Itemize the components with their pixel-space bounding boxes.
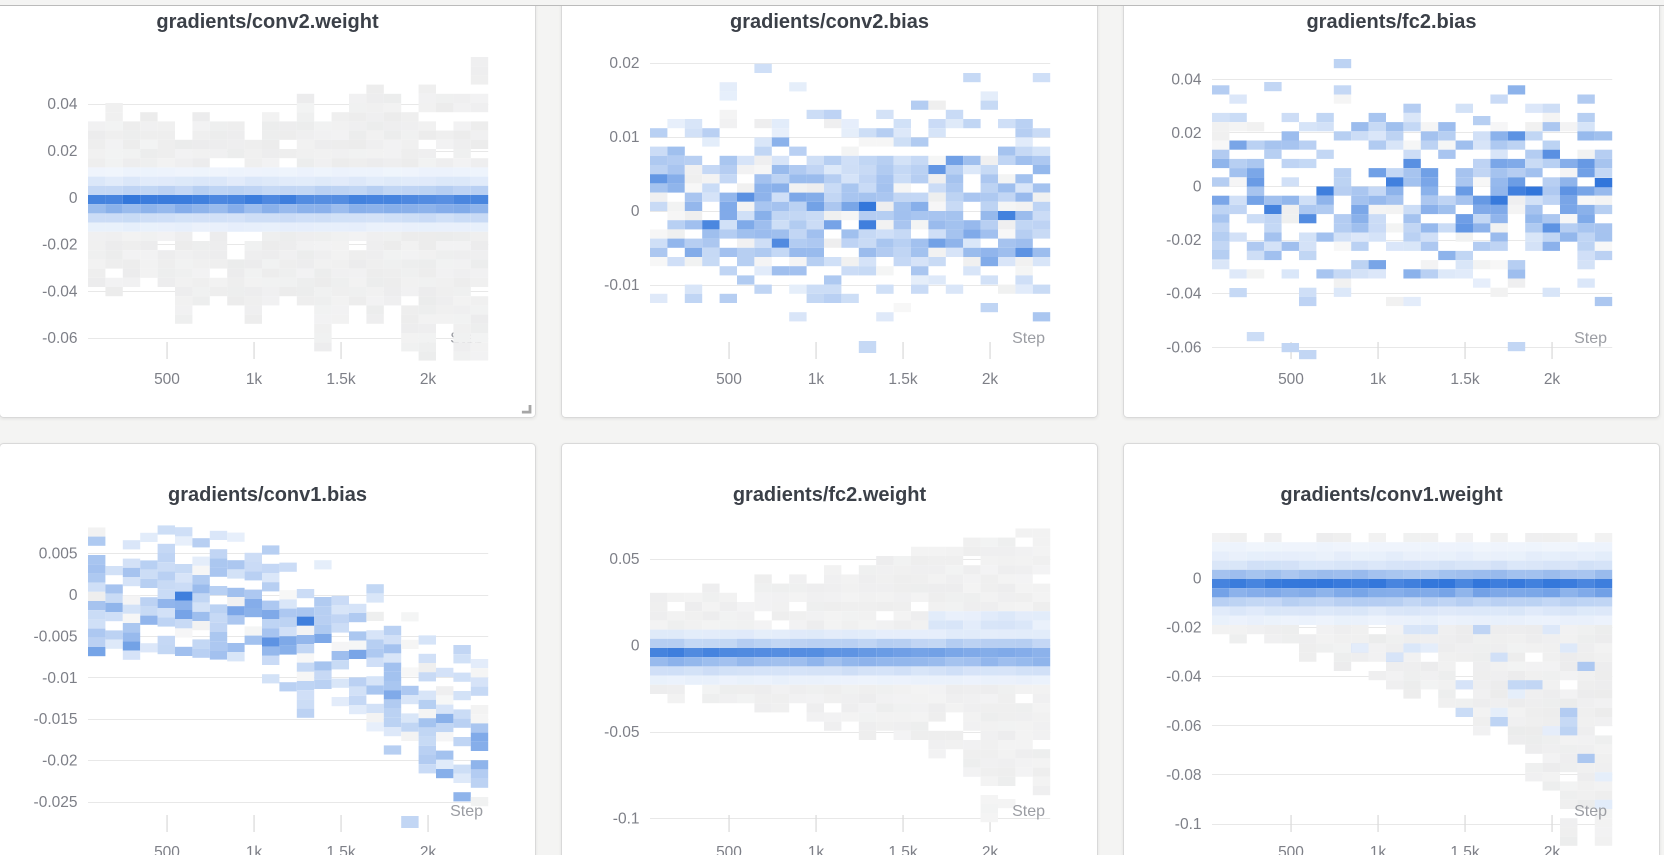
svg-text:1.5k: 1.5k	[326, 844, 356, 855]
svg-text:-0.06: -0.06	[1166, 718, 1201, 735]
svg-text:-0.1: -0.1	[1175, 816, 1202, 833]
svg-text:2k: 2k	[982, 371, 999, 388]
svg-text:2k: 2k	[420, 844, 437, 855]
svg-text:-0.06: -0.06	[1166, 339, 1201, 356]
svg-text:-0.005: -0.005	[34, 628, 78, 645]
svg-text:500: 500	[1278, 371, 1304, 388]
svg-text:0.02: 0.02	[609, 55, 639, 72]
svg-text:1k: 1k	[246, 844, 263, 855]
svg-text:-0.01: -0.01	[604, 277, 639, 294]
svg-text:0: 0	[631, 638, 640, 655]
svg-text:-0.06: -0.06	[42, 330, 77, 347]
svg-text:0.02: 0.02	[47, 143, 77, 160]
svg-text:500: 500	[716, 371, 742, 388]
svg-text:-0.05: -0.05	[604, 724, 639, 741]
svg-text:1.5k: 1.5k	[1450, 371, 1480, 388]
svg-text:500: 500	[154, 371, 180, 388]
svg-text:0.04: 0.04	[1171, 71, 1202, 88]
svg-text:Step: Step	[1574, 330, 1607, 347]
svg-text:0: 0	[1193, 179, 1202, 196]
svg-text:0: 0	[69, 190, 78, 207]
svg-text:0.005: 0.005	[39, 546, 78, 563]
svg-text:0.04: 0.04	[47, 96, 78, 113]
svg-text:1k: 1k	[1370, 844, 1387, 855]
svg-text:1.5k: 1.5k	[888, 371, 918, 388]
svg-text:500: 500	[1278, 844, 1304, 855]
svg-text:-0.02: -0.02	[42, 237, 77, 254]
svg-text:-0.015: -0.015	[34, 711, 78, 728]
svg-text:-0.04: -0.04	[1166, 286, 1202, 303]
svg-text:1k: 1k	[1370, 371, 1387, 388]
svg-text:-0.04: -0.04	[42, 283, 78, 300]
svg-text:0.01: 0.01	[609, 129, 639, 146]
svg-text:-0.025: -0.025	[34, 794, 78, 811]
svg-text:0: 0	[69, 587, 78, 604]
svg-text:0.02: 0.02	[1171, 125, 1201, 142]
svg-text:1k: 1k	[246, 371, 263, 388]
svg-text:1.5k: 1.5k	[888, 844, 918, 855]
svg-text:-0.02: -0.02	[1166, 620, 1201, 637]
svg-text:2k: 2k	[982, 844, 999, 855]
svg-text:-0.02: -0.02	[1166, 232, 1201, 249]
svg-text:Step: Step	[1012, 330, 1045, 347]
svg-text:2k: 2k	[1544, 844, 1561, 855]
svg-text:500: 500	[716, 844, 742, 855]
svg-text:500: 500	[154, 844, 180, 855]
svg-text:-0.01: -0.01	[42, 670, 77, 687]
svg-text:-0.1: -0.1	[613, 811, 640, 828]
svg-text:2k: 2k	[1544, 371, 1561, 388]
svg-text:2k: 2k	[420, 371, 437, 388]
svg-text:Step: Step	[1012, 803, 1045, 820]
svg-text:-0.02: -0.02	[42, 753, 77, 770]
svg-text:-0.08: -0.08	[1166, 767, 1201, 784]
svg-text:0.05: 0.05	[609, 551, 639, 568]
svg-text:0: 0	[1193, 571, 1202, 588]
svg-text:-0.04: -0.04	[1166, 669, 1202, 686]
svg-text:1k: 1k	[808, 371, 825, 388]
svg-text:0: 0	[631, 203, 640, 220]
svg-text:1k: 1k	[808, 844, 825, 855]
svg-text:Step: Step	[450, 803, 483, 820]
svg-text:1.5k: 1.5k	[326, 371, 356, 388]
svg-text:Step: Step	[1574, 803, 1607, 820]
svg-text:1.5k: 1.5k	[1450, 844, 1480, 855]
